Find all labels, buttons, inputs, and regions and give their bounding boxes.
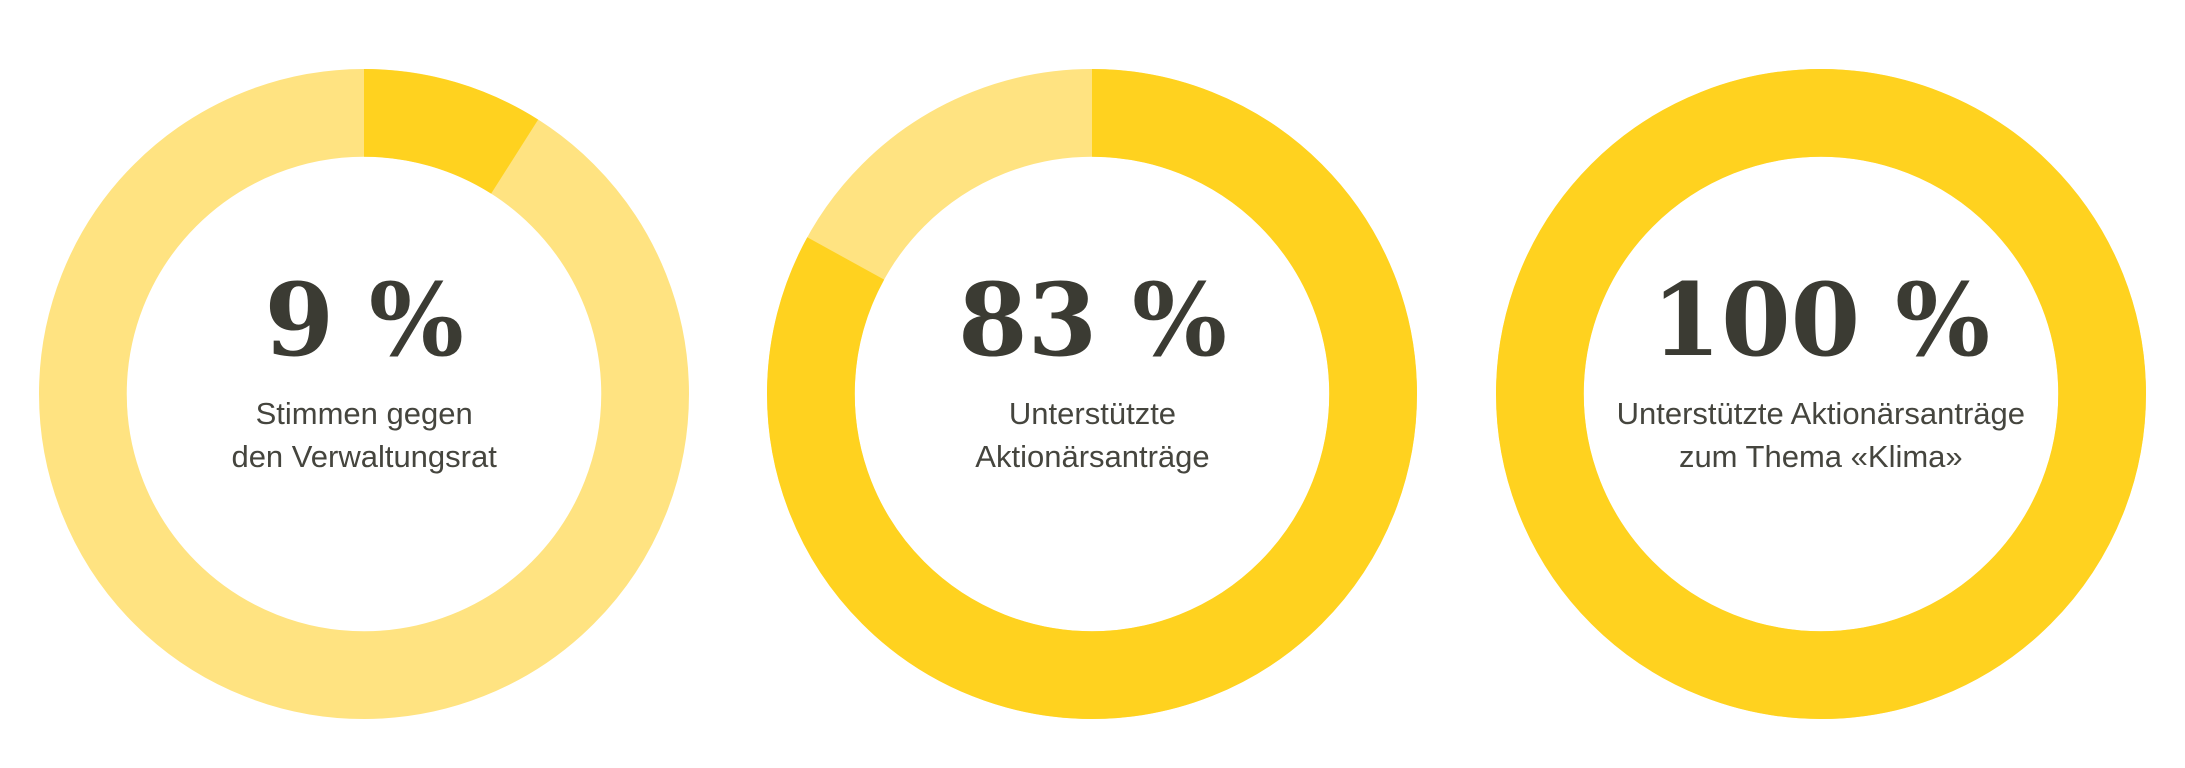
- donut-ring: [1495, 69, 2146, 719]
- donut-chart: 9 % Stimmen gegen den Verwaltungsrat: [39, 69, 690, 719]
- donut-chart: 100 % Unterstützte Aktionärsanträge zum …: [1495, 69, 2146, 719]
- donut-ring: [39, 69, 690, 719]
- donut-ring-filled: [1495, 69, 2146, 719]
- donut-chart: 83 % Unterstützte Aktionärsanträge: [767, 69, 1418, 719]
- donut-ring-filled: [39, 69, 690, 719]
- donut-card-unterstuetzte-aktionaersantraege: 83 % Unterstützte Aktionärsanträge: [728, 0, 1456, 768]
- donut-ring-remainder: [39, 69, 690, 719]
- donut-card-stimmen-gegen-verwaltungsrat: 9 % Stimmen gegen den Verwaltungsrat: [0, 0, 728, 768]
- donut-card-aktionaersantraege-klima: 100 % Unterstützte Aktionärsanträge zum …: [1457, 0, 2185, 768]
- donut-ring-filled: [767, 69, 1418, 719]
- donut-ring: [767, 69, 1418, 719]
